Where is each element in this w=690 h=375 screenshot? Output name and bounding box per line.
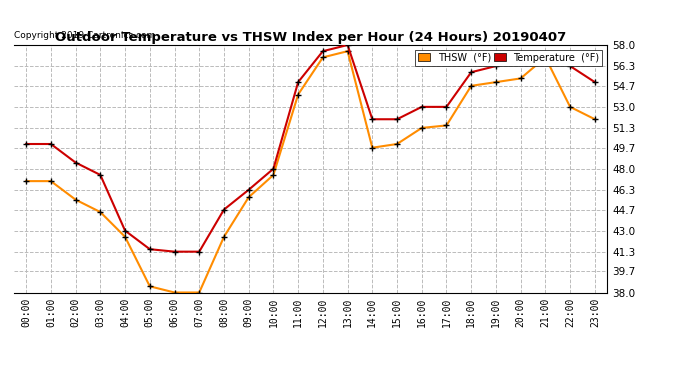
Legend: THSW  (°F), Temperature  (°F): THSW (°F), Temperature (°F) <box>415 50 602 66</box>
Text: Copyright 2019 Cartronics.com: Copyright 2019 Cartronics.com <box>14 31 155 40</box>
Title: Outdoor Temperature vs THSW Index per Hour (24 Hours) 20190407: Outdoor Temperature vs THSW Index per Ho… <box>55 31 566 44</box>
